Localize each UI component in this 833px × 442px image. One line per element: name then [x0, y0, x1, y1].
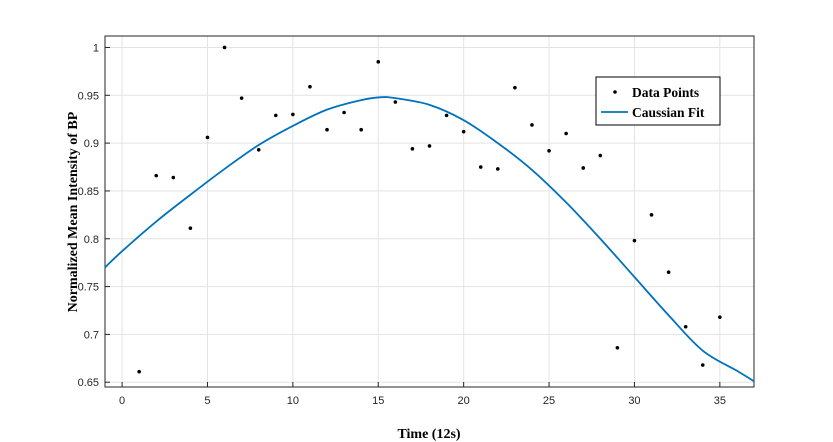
data-point — [700, 363, 705, 367]
y-tick-label: 0.65 — [78, 377, 99, 389]
data-point — [273, 113, 278, 118]
legend-box — [595, 76, 721, 126]
x-tick-label: 10 — [287, 395, 299, 407]
legend-label-fit: Caussian Fit — [632, 105, 705, 120]
x-tick-label: 15 — [372, 395, 384, 407]
y-tick-label: 0.85 — [78, 186, 99, 198]
x-tick-label: 30 — [628, 395, 640, 407]
y-tick-label: 0.75 — [78, 282, 99, 294]
data-point — [496, 167, 500, 171]
data-point — [308, 84, 312, 89]
data-point — [393, 100, 398, 104]
y-tick-label: 0.95 — [78, 90, 99, 102]
data-points-series — [137, 45, 722, 374]
data-point — [188, 226, 193, 231]
x-axis-title: Time (12s) — [397, 427, 460, 442]
data-point — [427, 144, 432, 148]
data-point — [171, 175, 176, 180]
y-tick-label: 1 — [93, 42, 99, 54]
data-point — [461, 129, 466, 134]
data-point — [632, 238, 637, 243]
x-tick-label: 20 — [458, 395, 470, 407]
data-point — [239, 96, 244, 100]
data-point — [222, 45, 227, 50]
y-tick-label: 0.7 — [84, 329, 99, 341]
data-point — [205, 135, 210, 140]
data-point — [598, 153, 603, 158]
data-point — [683, 324, 688, 329]
data-point — [718, 315, 722, 319]
data-point — [291, 112, 295, 117]
data-point — [581, 166, 586, 170]
data-point — [359, 127, 363, 132]
y-tick-label: 0.9 — [84, 138, 99, 150]
y-tick-label: 0.8 — [84, 234, 99, 246]
data-point — [649, 213, 654, 217]
legend: Data Points Caussian Fit — [595, 76, 721, 126]
x-tick-label: 25 — [543, 395, 555, 407]
data-point — [513, 85, 517, 90]
x-tick-label: 5 — [204, 395, 210, 407]
gaussian-fit-line — [104, 96, 755, 383]
data-point — [154, 173, 159, 178]
data-point — [256, 148, 261, 152]
data-point — [444, 113, 449, 118]
data-point — [342, 110, 346, 115]
legend-marker-data-points — [613, 90, 617, 94]
data-point — [137, 369, 141, 374]
plot-area-frame — [104, 35, 755, 388]
y-axis-title: Normalized Mean Intensity of BP — [66, 111, 81, 312]
data-point — [666, 270, 671, 275]
legend-label-data-points: Data Points — [632, 85, 699, 100]
data-point — [478, 165, 483, 169]
data-point — [615, 345, 620, 350]
data-point — [564, 131, 568, 136]
axis-ticks: 0 5 10 15 20 25 30 35 0.65 0.7 0.75 0.8 0.85 0.9 0.95 1 — [78, 42, 726, 407]
data-point — [376, 60, 381, 64]
x-tick-label: 35 — [714, 395, 726, 407]
data-point — [530, 123, 534, 127]
x-tick-label: 0 — [119, 395, 125, 407]
fit-series — [104, 96, 755, 383]
data-point — [410, 147, 415, 151]
data-point — [325, 127, 329, 132]
grid — [105, 36, 754, 387]
data-point — [547, 148, 551, 153]
